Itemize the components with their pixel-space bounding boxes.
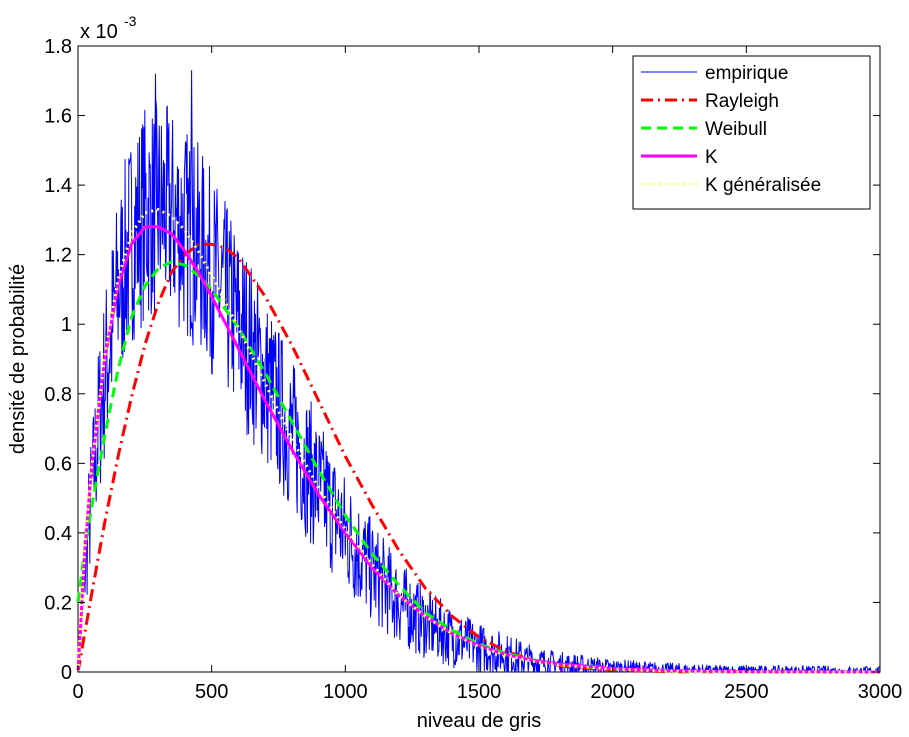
y-tick-label: 1.4: [44, 175, 72, 197]
y-multiplier-base: x 10: [80, 21, 118, 43]
y-tick-label: 0.4: [44, 523, 72, 545]
legend-label: Rayleigh: [705, 91, 779, 112]
legend: empirique Rayleigh Weibull K K généralisée: [632, 55, 871, 210]
x-tick-label: 0: [72, 681, 83, 703]
y-tick-label: 0.8: [44, 384, 72, 406]
y-multiplier-exponent: -3: [124, 13, 137, 29]
y-tick-label: 0.2: [44, 592, 72, 614]
legend-label: K généralisée: [705, 175, 821, 196]
x-tick-label: 2500: [724, 681, 769, 703]
y-tick-label: 0: [61, 662, 72, 684]
x-tick-label: 3000: [858, 681, 903, 703]
y-tick-label: 1.8: [44, 36, 72, 58]
y-tick-label: 1.2: [44, 245, 72, 267]
x-axis-label: niveau de gris: [417, 710, 542, 732]
y-axis-label: densité de probabilité: [7, 264, 29, 454]
legend-items: empirique Rayleigh Weibull K K généralisée: [641, 63, 821, 196]
legend-label: Weibull: [705, 119, 767, 140]
x-tick-label: 1000: [323, 681, 368, 703]
y-tick-label: 0.6: [44, 453, 72, 475]
legend-label: empirique: [705, 63, 788, 84]
series-peak-empirique: [154, 73, 158, 211]
series-line-rayleigh: [76, 242, 881, 674]
y-tick-label: 1.6: [44, 106, 72, 128]
ticks-layer: 0 500 1000 1500 2000 2500 3000 0 0.2 0.4 0.6 0.8 1 1.…: [44, 36, 902, 703]
x-tick-label: 2000: [590, 681, 635, 703]
x-tick-label: 1500: [457, 681, 502, 703]
x-tick-label: 500: [195, 681, 228, 703]
y-tick-label: 1: [61, 314, 72, 336]
legend-label: K: [705, 147, 718, 168]
series-peak-empirique: [190, 70, 194, 241]
